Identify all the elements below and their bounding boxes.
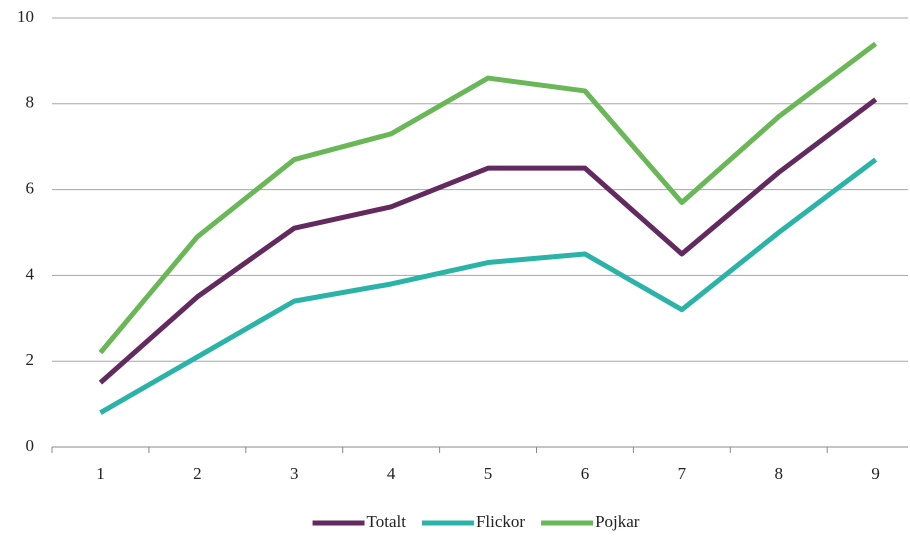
x-tick-label: 9 <box>871 464 880 483</box>
x-tick-label: 3 <box>290 464 299 483</box>
x-tick-label: 1 <box>96 464 105 483</box>
y-tick-label: 4 <box>26 264 35 283</box>
legend-label: Pojkar <box>595 512 640 531</box>
x-tick-label: 5 <box>484 464 493 483</box>
x-tick-label: 8 <box>775 464 784 483</box>
legend-label: Flickor <box>476 512 525 531</box>
y-tick-label: 10 <box>17 7 34 26</box>
y-tick-label: 8 <box>26 93 35 112</box>
y-tick-label: 6 <box>26 179 35 198</box>
x-tick-label: 2 <box>193 464 202 483</box>
line-series <box>98 41 878 355</box>
x-tick-label: 6 <box>581 464 590 483</box>
x-tick-label: 7 <box>678 464 687 483</box>
y-tick-label: 2 <box>26 350 35 369</box>
legend: Totalt Flickor Pojkar <box>312 512 640 531</box>
line-series <box>99 157 878 415</box>
line-series <box>98 97 878 385</box>
legend-label: Totalt <box>367 512 407 531</box>
y-tick-label: 0 <box>26 436 35 455</box>
x-tick-label: 4 <box>387 464 396 483</box>
